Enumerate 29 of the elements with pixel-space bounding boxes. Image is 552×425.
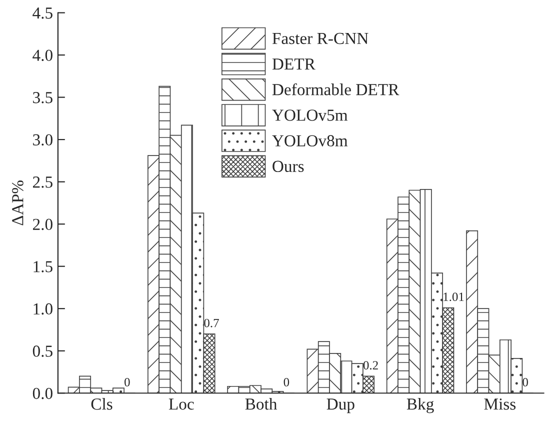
y-tick-label: 0.0 <box>32 388 52 400</box>
data-label: 0 <box>124 378 130 386</box>
legend-label: Faster R-CNN <box>272 32 368 44</box>
legend-label: YOLOv8m <box>272 135 348 146</box>
y-tick-label: 3.0 <box>33 134 52 146</box>
x-tick-label: Both <box>245 398 278 410</box>
x-tick-label: Dup <box>326 398 354 414</box>
y-tick-label: 3.5 <box>33 92 52 104</box>
y-tick-label: 4.5 <box>32 8 52 19</box>
x-tick-label: Miss <box>484 398 516 410</box>
legend-label: Deformable DETR <box>272 83 400 96</box>
y-tick-label: 1.5 <box>34 261 52 272</box>
x-tick-label: Loc <box>168 398 194 410</box>
legend-label: DETR <box>272 58 316 70</box>
data-label: 0 <box>522 378 528 386</box>
y-tick-label: 2.5 <box>32 176 52 188</box>
y-tick-label: 0.5 <box>32 346 52 357</box>
data-label: 0.7 <box>204 318 219 328</box>
legend-label: YOLOv5m <box>272 110 348 121</box>
data-label: 0 <box>284 378 290 386</box>
x-tick-label: Bkg <box>406 398 434 414</box>
legend-label: Ours <box>272 160 304 172</box>
data-label: 0.2 <box>363 361 378 370</box>
y-tick-label: 4.0 <box>32 50 52 62</box>
y-tick-label: 1.0 <box>34 303 52 315</box>
y-tick-label: 2.0 <box>32 218 52 230</box>
data-label: 1.01 <box>444 292 464 302</box>
x-tick-label: Cls <box>91 398 112 410</box>
y-axis-title: ΔAP% <box>12 180 24 226</box>
